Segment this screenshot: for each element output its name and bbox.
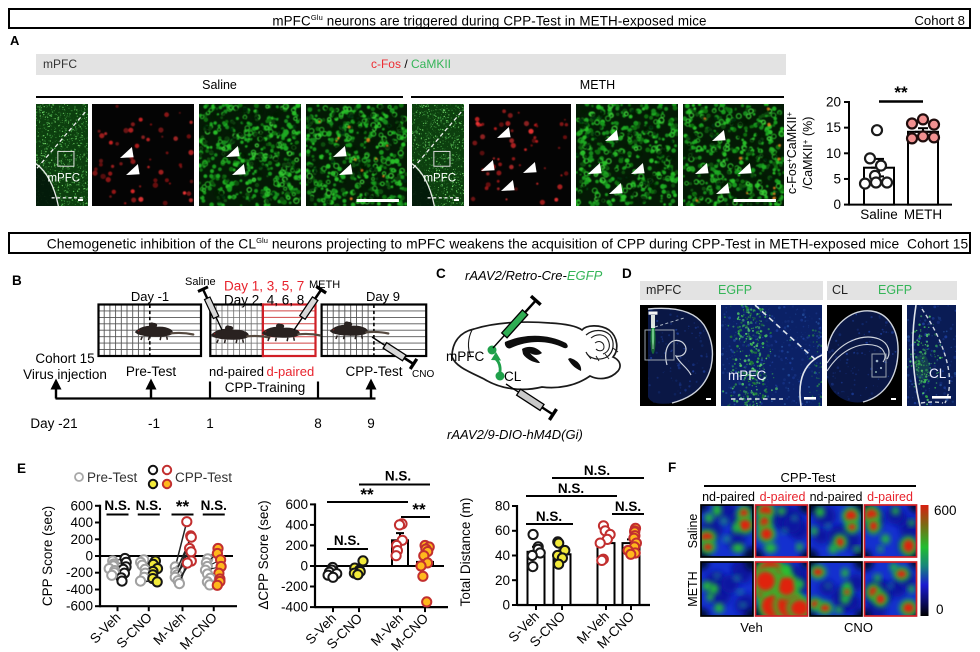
svg-text:Day -1: Day -1	[131, 289, 169, 304]
svg-text:d-paired: d-paired	[267, 364, 315, 379]
svg-text:9: 9	[367, 416, 375, 431]
svg-text:rAAV2/Retro-Cre-EGFP: rAAV2/Retro-Cre-EGFP	[465, 268, 603, 283]
svg-text:8: 8	[314, 416, 322, 431]
svg-text:CPP-Training: CPP-Training	[225, 380, 306, 395]
svg-text:20: 20	[826, 95, 841, 110]
svg-text:mPFC: mPFC	[446, 349, 484, 364]
svg-text:METH: METH	[309, 279, 340, 291]
svg-text:10: 10	[826, 146, 841, 161]
svg-text:CPP-Test: CPP-Test	[345, 364, 402, 379]
svg-text:Saline: Saline	[860, 207, 898, 222]
svg-text:B: B	[12, 273, 22, 288]
svg-text:5: 5	[833, 171, 841, 186]
svg-text:-1: -1	[148, 416, 160, 431]
svg-text:Pre-Test: Pre-Test	[126, 364, 177, 379]
svg-text:Virus injection: Virus injection	[23, 367, 107, 382]
svg-text:0: 0	[833, 197, 841, 212]
svg-text:**: **	[894, 85, 908, 102]
svg-text:Day 2, 4, 6, 8: Day 2, 4, 6, 8	[224, 293, 304, 308]
svg-text:mPFC: mPFC	[423, 173, 456, 185]
svg-text:CNO: CNO	[412, 369, 434, 380]
svg-text:c-Fos+CaMKII+: c-Fos+CaMKII+	[785, 112, 800, 195]
svg-text:nd-paired: nd-paired	[209, 364, 264, 379]
svg-text:rAAV2/9-DIO-hM4D(Gi): rAAV2/9-DIO-hM4D(Gi)	[447, 427, 583, 442]
svg-text:15: 15	[826, 120, 841, 135]
svg-text:Saline: Saline	[185, 276, 216, 288]
svg-text:1: 1	[206, 416, 214, 431]
svg-text:Day -21: Day -21	[30, 416, 77, 431]
svg-text:Day 1, 3, 5, 7: Day 1, 3, 5, 7	[224, 279, 304, 294]
svg-text:/CaMKII+ (%): /CaMKII+ (%)	[801, 117, 816, 190]
svg-text:C: C	[436, 266, 446, 281]
svg-text:Cohort 15: Cohort 15	[35, 351, 94, 366]
svg-text:CL: CL	[504, 369, 522, 384]
svg-text:METH: METH	[904, 207, 942, 222]
svg-text:Day 9: Day 9	[366, 289, 400, 304]
svg-text:mPFC: mPFC	[47, 173, 80, 185]
